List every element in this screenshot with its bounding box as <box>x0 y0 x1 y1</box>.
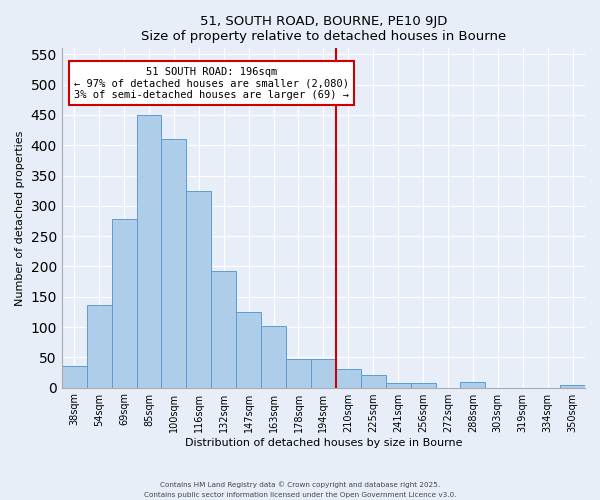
Bar <box>386 384 410 388</box>
X-axis label: Distribution of detached houses by size in Bourne: Distribution of detached houses by size … <box>185 438 462 448</box>
Bar <box>187 190 211 388</box>
Bar <box>112 219 137 388</box>
Bar <box>361 376 386 388</box>
Bar <box>161 139 187 388</box>
Bar <box>62 366 87 388</box>
Bar <box>336 369 361 388</box>
Bar <box>211 272 236 388</box>
Text: Contains HM Land Registry data © Crown copyright and database right 2025.
Contai: Contains HM Land Registry data © Crown c… <box>144 482 456 498</box>
Y-axis label: Number of detached properties: Number of detached properties <box>15 130 25 306</box>
Bar <box>236 312 261 388</box>
Title: 51, SOUTH ROAD, BOURNE, PE10 9JD
Size of property relative to detached houses in: 51, SOUTH ROAD, BOURNE, PE10 9JD Size of… <box>141 15 506 43</box>
Bar <box>137 115 161 388</box>
Bar <box>286 358 311 388</box>
Bar <box>87 304 112 388</box>
Bar <box>460 382 485 388</box>
Bar <box>410 382 436 388</box>
Bar <box>560 384 585 388</box>
Bar <box>261 326 286 388</box>
Bar <box>311 358 336 388</box>
Text: 51 SOUTH ROAD: 196sqm
← 97% of detached houses are smaller (2,080)
3% of semi-de: 51 SOUTH ROAD: 196sqm ← 97% of detached … <box>74 66 349 100</box>
